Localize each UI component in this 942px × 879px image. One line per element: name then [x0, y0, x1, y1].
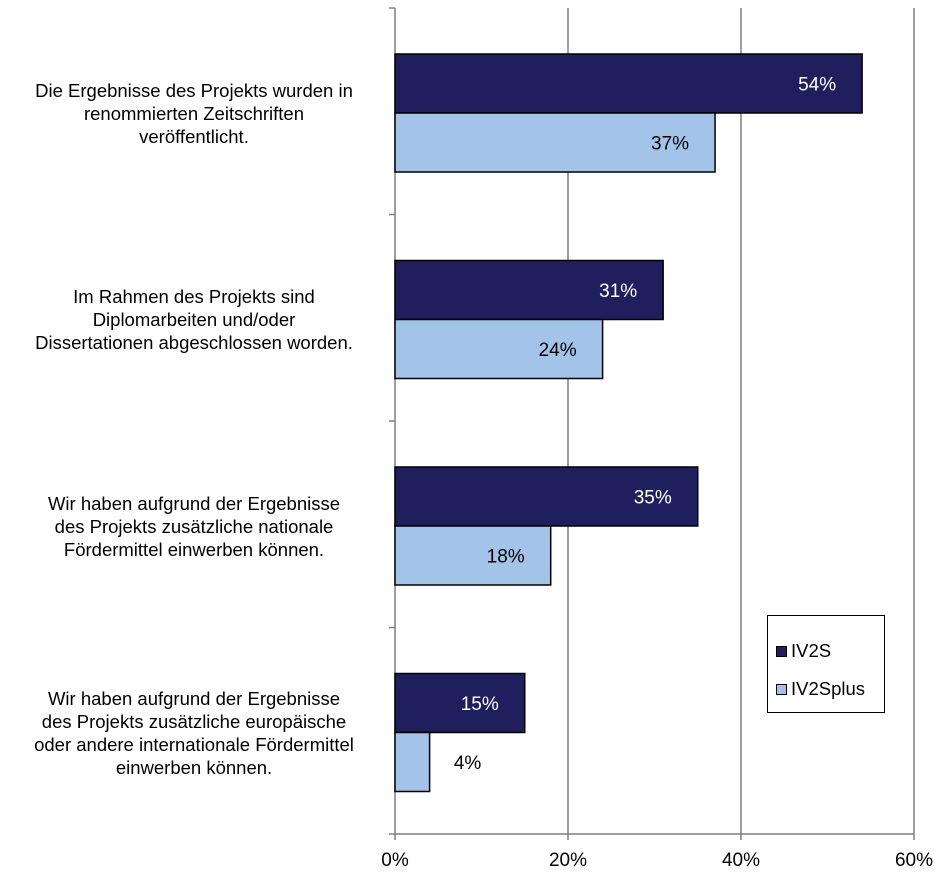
data-label-iv2s: 35% [634, 488, 672, 509]
legend-swatch-iv2splus [776, 683, 787, 695]
x-tick-label: 20% [549, 850, 587, 871]
category-label-line: Im Rahmen des Projekts sind [73, 286, 315, 307]
bar-iv2splus [394, 318, 604, 380]
category-label-line: Fördermittel einwerben können. [63, 538, 325, 560]
bar-iv2s [394, 466, 699, 527]
category-label: Wir haben aufgrund der Ergebnisse des Pro… [4, 492, 384, 561]
category-label-line: des Projekts zusätzliche nationale [54, 515, 334, 537]
category-label: Wir haben aufgrund der Ergebnisse des Pro… [4, 687, 384, 779]
data-label-iv2s: 15% [461, 694, 499, 715]
legend: IV2S IV2Splus [767, 615, 885, 713]
category-label-line: Diplomarbeiten und/oder [92, 309, 296, 330]
category-label-line: Dissertationen abgeschlossen worden. [35, 332, 353, 353]
category-label: Die Ergebnisse des Projekts wurden in ren… [4, 79, 384, 148]
legend-label-iv2s: IV2S [791, 640, 832, 661]
category-label-line: Wir haben aufgrund der Ergebnisse [47, 687, 341, 709]
category-label-line: Wir haben aufgrund der Ergebnisse [47, 492, 341, 514]
x-tick-label: 0% [381, 850, 409, 871]
bar-iv2s [394, 672, 526, 734]
category-label: Im Rahmen des Projekts sind Diplomarbeite… [4, 285, 384, 354]
bar-iv2splus [394, 525, 552, 586]
legend-item-iv2splus: IV2Splus [776, 678, 865, 700]
category-label-line: renommierten Zeitschriften [83, 102, 305, 124]
legend-label-iv2splus: IV2Splus [791, 678, 866, 699]
data-label-iv2splus: 24% [539, 340, 577, 361]
data-label-iv2splus: 18% [487, 547, 525, 568]
category-label-line: Die Ergebnisse des Projekts wurden in [35, 79, 353, 101]
bar-iv2splus [394, 731, 431, 793]
legend-item-iv2s: IV2S [776, 640, 831, 662]
data-label-iv2splus: 37% [651, 134, 689, 155]
legend-swatch-iv2s [776, 645, 787, 657]
data-label-iv2splus: 4% [454, 753, 482, 774]
category-label-line: des Projekts zusätzliche europäische [41, 710, 347, 732]
x-tick-label: 60% [895, 850, 933, 871]
data-label-iv2s: 54% [798, 75, 836, 96]
category-label-line: oder andere internationale Fördermittel [34, 733, 354, 755]
bar-iv2splus [394, 112, 716, 173]
category-label-line: einwerben können. [115, 756, 273, 778]
bar-iv2s [394, 53, 863, 114]
x-tick-label: 40% [722, 850, 760, 871]
category-label-line: veröffentlicht. [139, 125, 249, 147]
data-label-iv2s: 31% [599, 281, 637, 302]
bar-iv2s [394, 259, 664, 321]
